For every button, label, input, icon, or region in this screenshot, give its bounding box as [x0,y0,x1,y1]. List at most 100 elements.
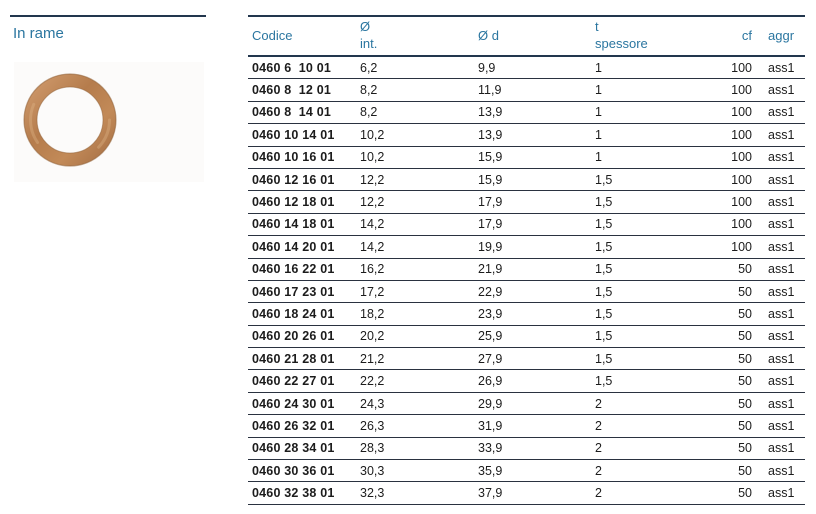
codice-cell: 0460 24 30 01 [252,396,335,411]
copper-washer-image [23,73,117,167]
diameter-d-cell: 19,9 [478,239,503,254]
product-table: Codice Ø int. Ø d t spessore cf aggr 046… [248,15,805,505]
aggr-cell: ass1 [768,463,795,478]
aggr-cell: ass1 [768,284,795,299]
cf-cell: 50 [738,418,752,433]
column-header-codice: Codice [248,17,360,55]
header-sublabel: int. [360,36,378,51]
table-body: 0460 6 10 01 6,2 9,9 1 100 ass1 0460 8 1… [248,57,805,505]
aggr-cell: ass1 [768,150,795,165]
thickness-cell: 1,5 [595,284,613,299]
diameter-int-cell: 32,3 [360,486,385,501]
cf-cell: 50 [738,463,752,478]
aggr-cell: ass1 [768,172,795,187]
thickness-cell: 1 [595,105,602,120]
diameter-d-cell: 26,9 [478,374,503,389]
aggr-cell: ass1 [768,105,795,120]
aggr-cell: ass1 [768,262,795,277]
codice-cell: 0460 8 12 01 [252,83,332,98]
codice-cell: 0460 32 38 01 [252,486,335,501]
diameter-d-cell: 13,9 [478,127,503,142]
table-row: 0460 26 32 01 26,3 31,9 2 50 ass1 [248,415,805,438]
cf-cell: 50 [738,374,752,389]
diameter-int-cell: 14,2 [360,239,385,254]
diameter-int-cell: 18,2 [360,306,385,321]
cf-cell: 100 [731,239,752,254]
thickness-cell: 1,5 [595,239,613,254]
table-row: 0460 12 16 01 12,2 15,9 1,5 100 ass1 [248,169,805,192]
thickness-cell: 2 [595,441,602,456]
diameter-int-cell: 8,2 [360,83,378,98]
thickness-cell: 1,5 [595,329,613,344]
diameter-int-cell: 22,2 [360,374,385,389]
diameter-int-cell: 10,2 [360,127,385,142]
thickness-cell: 2 [595,463,602,478]
column-header-diameter-int: Ø int. [360,17,478,55]
header-label: aggr [768,27,795,43]
aggr-cell: ass1 [768,60,795,75]
cf-cell: 100 [731,195,752,210]
thickness-cell: 1,5 [595,217,613,232]
header-label: t [595,19,599,35]
codice-cell: 0460 22 27 01 [252,374,335,389]
table-row: 0460 17 23 01 17,2 22,9 1,5 50 ass1 [248,281,805,304]
aggr-cell: ass1 [768,418,795,433]
cf-cell: 50 [738,441,752,456]
aggr-cell: ass1 [768,396,795,411]
aggr-cell: ass1 [768,351,795,366]
diameter-d-cell: 29,9 [478,396,503,411]
cf-cell: 100 [731,83,752,98]
table-row: 0460 10 14 01 10,2 13,9 1 100 ass1 [248,124,805,147]
diameter-int-cell: 14,2 [360,217,385,232]
thickness-cell: 1 [595,83,602,98]
column-header-diameter-d: Ø d [478,17,595,55]
codice-cell: 0460 26 32 01 [252,418,335,433]
column-header-aggr: aggr [756,17,805,55]
diameter-d-cell: 37,9 [478,486,503,501]
thickness-cell: 2 [595,396,602,411]
diameter-int-cell: 21,2 [360,351,385,366]
diameter-d-cell: 31,9 [478,418,503,433]
diameter-d-cell: 15,9 [478,150,503,165]
table-row: 0460 10 16 01 10,2 15,9 1 100 ass1 [248,147,805,169]
table-row: 0460 28 34 01 28,3 33,9 2 50 ass1 [248,438,805,461]
diameter-d-cell: 9,9 [478,60,496,75]
diameter-int-cell: 8,2 [360,105,378,120]
thickness-cell: 1,5 [595,374,613,389]
header-label: Codice [252,27,293,43]
cf-cell: 50 [738,329,752,344]
codice-cell: 0460 12 16 01 [252,172,335,187]
table-row: 0460 8 12 01 8,2 11,9 1 100 ass1 [248,79,805,102]
aggr-cell: ass1 [768,239,795,254]
table-row: 0460 22 27 01 22,2 26,9 1,5 50 ass1 [248,370,805,393]
thickness-cell: 1 [595,127,602,142]
cf-cell: 50 [738,306,752,321]
codice-cell: 0460 12 18 01 [252,195,335,210]
diameter-d-cell: 21,9 [478,262,503,277]
section-title: In rame [13,25,64,42]
diameter-d-cell: 17,9 [478,195,503,210]
header-label: Ø d [478,27,499,43]
diameter-int-cell: 12,2 [360,195,385,210]
codice-cell: 0460 20 26 01 [252,329,335,344]
thickness-cell: 1 [595,60,602,75]
diameter-int-cell: 26,3 [360,418,385,433]
cf-cell: 100 [731,217,752,232]
diameter-d-cell: 22,9 [478,284,503,299]
aggr-cell: ass1 [768,195,795,210]
header-label: Ø [360,19,371,35]
diameter-d-cell: 33,9 [478,441,503,456]
table-row: 0460 20 26 01 20,2 25,9 1,5 50 ass1 [248,326,805,349]
diameter-int-cell: 28,3 [360,441,385,456]
diameter-d-cell: 11,9 [478,83,502,98]
table-row: 0460 21 28 01 21,2 27,9 1,5 50 ass1 [248,348,805,371]
thickness-cell: 1,5 [595,172,613,187]
aggr-cell: ass1 [768,374,795,389]
diameter-int-cell: 6,2 [360,60,378,75]
diameter-d-cell: 23,9 [478,306,503,321]
diameter-int-cell: 10,2 [360,150,385,165]
table-row: 0460 18 24 01 18,2 23,9 1,5 50 ass1 [248,303,805,326]
codice-cell: 0460 10 16 01 [252,150,335,165]
table-row: 0460 14 18 01 14,2 17,9 1,5 100 ass1 [248,214,805,237]
codice-cell: 0460 30 36 01 [252,463,335,478]
